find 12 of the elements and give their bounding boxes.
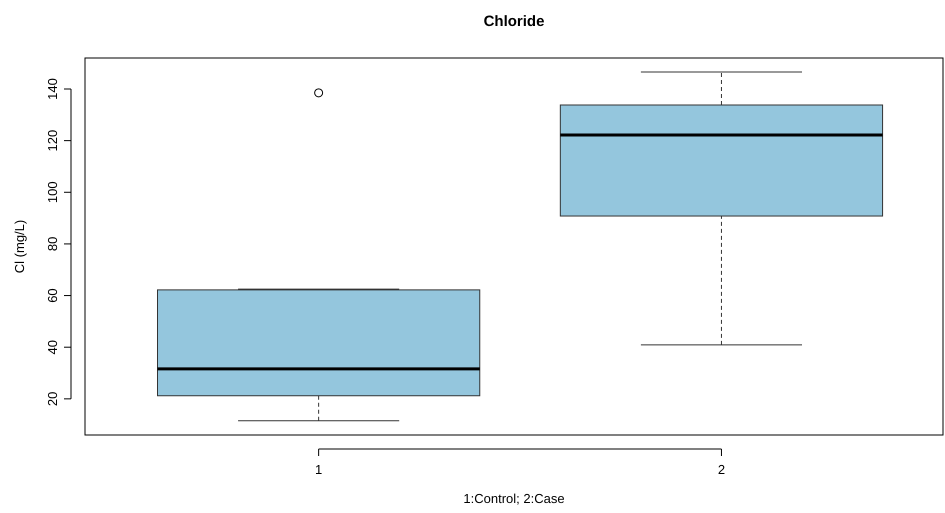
y-tick-label: 120 [45,130,60,152]
y-tick-label: 40 [45,340,60,354]
y-tick-label: 80 [45,236,60,252]
chart-title: Chloride [484,13,544,30]
y-tick-label: 20 [45,392,60,406]
x-tick-label: 2 [718,462,726,477]
x-axis-title: 1:Control; 2:Case [463,491,565,506]
y-tick-label: 100 [45,181,60,204]
y-tick-label: 60 [45,288,60,303]
y-axis-title: Cl (mg/L) [12,220,27,274]
x-tick-label: 1 [315,462,322,477]
y-tick-label: 140 [45,78,60,100]
